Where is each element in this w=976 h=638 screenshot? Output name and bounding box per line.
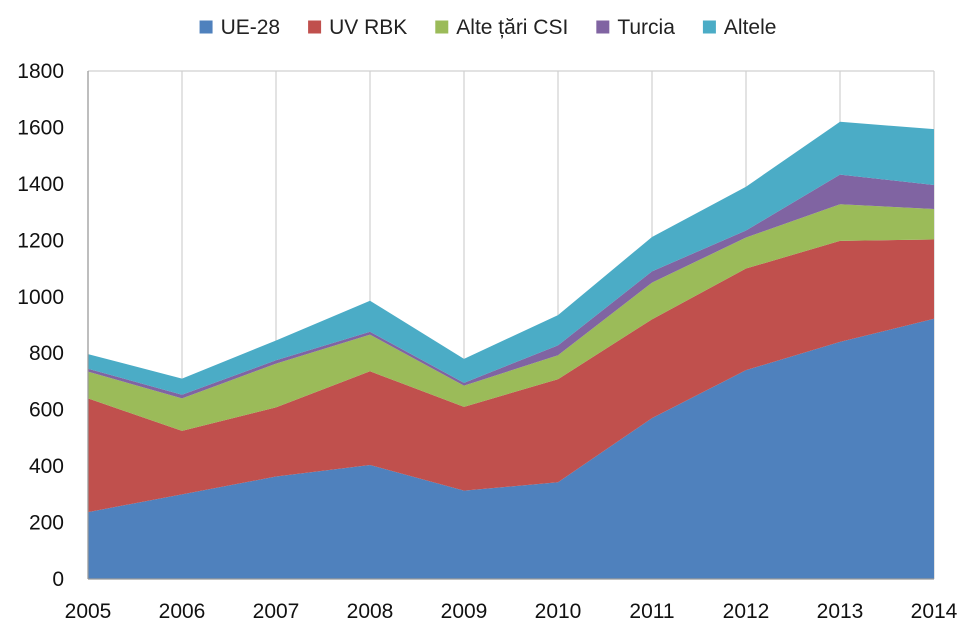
x-tick-label: 2010 [535, 600, 582, 623]
area-uv-rbk [88, 239, 934, 513]
legend-label-altele: Altele [724, 16, 777, 39]
area-series [88, 121, 934, 579]
legend: UE-28 UV RBK Alte țări CSI Turcia Altele [199, 16, 777, 39]
legend-swatch-uv-rbk [308, 20, 322, 34]
area-alte-ri-csi [88, 204, 934, 431]
x-tick-label: 2009 [441, 600, 488, 623]
legend-swatch-ue-28 [199, 20, 213, 34]
x-tick-label: 2014 [911, 600, 958, 623]
y-tick-label: 1200 [17, 229, 64, 252]
legend-swatch-altele [702, 20, 716, 34]
y-tick-label: 1000 [17, 286, 64, 309]
legend-swatch-alte-ri-csi [435, 20, 449, 34]
y-tick-label: 1600 [17, 116, 64, 139]
y-tick-label: 200 [29, 512, 64, 535]
x-tick-label: 2012 [723, 600, 770, 623]
y-tick-label: 1400 [17, 173, 64, 196]
x-tick-label: 2011 [629, 600, 674, 623]
x-tick-label: 2005 [65, 600, 112, 623]
y-tick-label: 600 [29, 399, 64, 422]
axes: 0 200 400 600 800 1000 1200 1400 1600 1800 2005 200… [17, 60, 957, 623]
area-altele [88, 121, 934, 395]
legend-label-uv-rbk: UV RBK [329, 16, 407, 39]
y-tick-label: 1800 [17, 60, 64, 83]
legend-label-alte-ri-csi: Alte țări CSI [456, 16, 568, 39]
y-tick-label: 0 [52, 568, 64, 591]
x-tick-label: 2007 [253, 600, 300, 623]
x-tick-label: 2008 [347, 600, 394, 623]
x-tick-label: 2006 [159, 600, 206, 623]
legend-label-turcia: Turcia [617, 16, 675, 39]
area-ue-28 [88, 318, 934, 579]
area-turcia [88, 174, 934, 399]
y-tick-label: 400 [29, 455, 64, 478]
legend-label-ue-28: UE-28 [221, 16, 281, 39]
y-tick-label: 800 [29, 342, 64, 365]
x-tick-label: 2013 [817, 600, 864, 623]
legend-swatch-turcia [596, 20, 610, 34]
